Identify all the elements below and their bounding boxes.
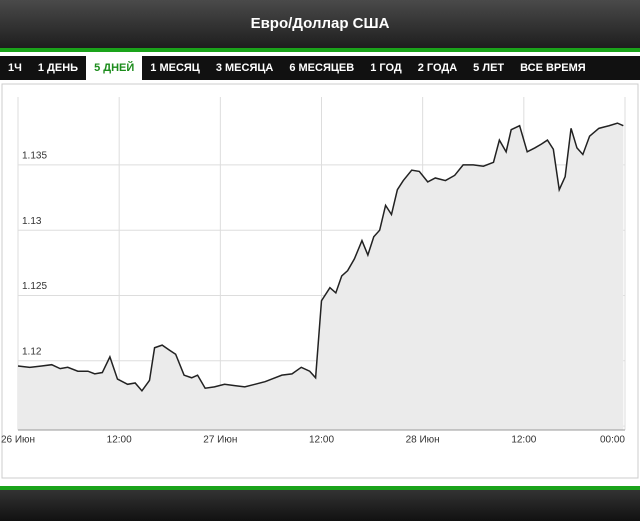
x-tick-label: 12:00 <box>309 435 334 446</box>
title: Евро/Доллар США <box>0 0 640 52</box>
y-tick-label: 1.12 <box>22 346 42 357</box>
tab[interactable]: 5 ДНЕЙ <box>86 56 143 80</box>
x-tick-label: 28 Июн <box>406 435 440 446</box>
tab[interactable]: 1 ДЕНЬ <box>37 62 79 74</box>
tab[interactable]: 1Ч <box>8 62 22 74</box>
tab[interactable]: 3 МЕСЯЦА <box>215 62 274 74</box>
x-tick-label: 00:00 <box>600 435 625 446</box>
footer-bar <box>0 486 640 521</box>
tab[interactable]: 5 ЛЕТ <box>473 62 505 74</box>
x-tick-label: 27 Июн <box>203 435 237 446</box>
y-tick-label: 1.13 <box>22 216 42 227</box>
tab-bar: 1Ч 1 ДЕНЬ 5 ДНЕЙ 1 МЕСЯЦ 3 МЕСЯЦА 6 МЕСЯЦЕВ 1 … <box>0 56 640 80</box>
y-tick-label: 1.135 <box>22 151 47 162</box>
tab[interactable]: ВСЕ ВРЕМЯ <box>520 62 586 74</box>
line <box>17 122 624 393</box>
chart: 26 Июн 12:00 27 Июн 12:00 28 Июн 12:00 00:00 1.… <box>1 83 639 479</box>
tab[interactable]: 1 МЕСЯЦ <box>150 62 200 74</box>
tab[interactable]: 2 ГОДА <box>417 62 458 74</box>
y-tick-label: 1.125 <box>22 281 47 292</box>
area <box>18 123 624 430</box>
x-tick-label: 26 Июн <box>1 435 35 446</box>
x-tick-label: 12:00 <box>511 435 536 446</box>
x-tick-label: 12:00 <box>107 435 132 446</box>
tab[interactable]: 1 ГОД <box>370 62 402 74</box>
tab[interactable]: 6 МЕСЯЦЕВ <box>289 62 355 74</box>
